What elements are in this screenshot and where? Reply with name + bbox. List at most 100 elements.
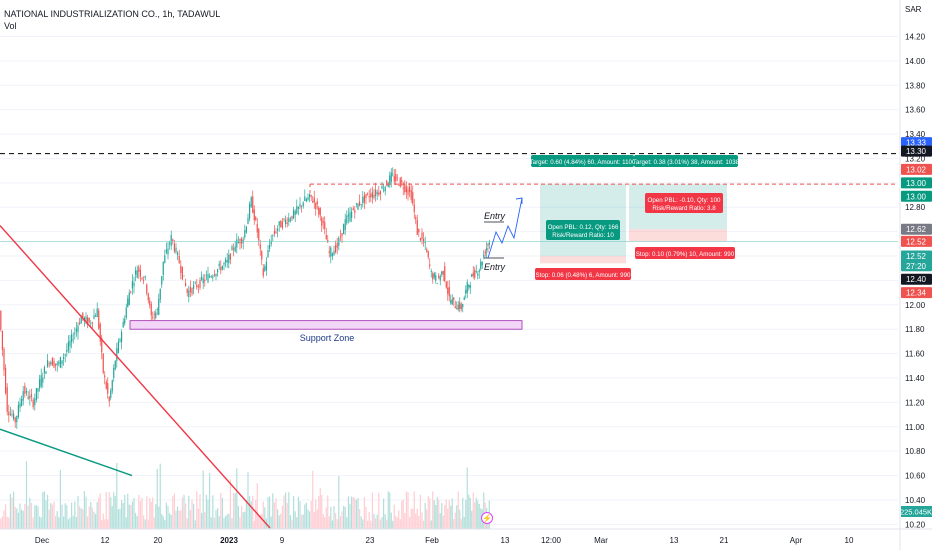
volume-bar bbox=[396, 517, 398, 529]
volume-bar bbox=[58, 517, 60, 529]
x-tick-label: 10 bbox=[845, 536, 854, 545]
price-tag bbox=[901, 223, 932, 235]
volume-bar bbox=[223, 518, 225, 529]
x-tick-label: 23 bbox=[366, 536, 375, 545]
volume-bar bbox=[427, 495, 429, 529]
trade-2-target-bg bbox=[634, 155, 738, 167]
volume-bar bbox=[267, 497, 269, 529]
candle-body bbox=[167, 248, 169, 255]
candle-body bbox=[77, 325, 79, 333]
volume-bar bbox=[333, 506, 335, 529]
y-tick-label: 10.20 bbox=[905, 520, 926, 529]
volume-bar bbox=[156, 468, 158, 529]
volume-bar bbox=[474, 502, 476, 529]
volume-bar bbox=[480, 508, 482, 529]
candle-body bbox=[75, 328, 77, 332]
candle-body bbox=[58, 361, 60, 364]
volume-bar bbox=[424, 502, 426, 529]
candle-body bbox=[404, 183, 406, 193]
candle-body bbox=[341, 233, 343, 237]
candle-body bbox=[365, 194, 367, 198]
candle-body bbox=[324, 222, 326, 229]
volume-bar bbox=[55, 516, 57, 529]
volume-bar bbox=[368, 511, 370, 529]
volume-bar bbox=[413, 491, 415, 529]
volume-bar bbox=[478, 504, 480, 529]
y-tick-label: 10.80 bbox=[905, 447, 926, 456]
volume-bar bbox=[133, 497, 135, 529]
candle-body bbox=[386, 180, 388, 186]
volume-bar bbox=[207, 499, 209, 529]
candle-body bbox=[339, 236, 341, 238]
volume-bar bbox=[199, 494, 201, 529]
candle-body bbox=[256, 223, 258, 233]
volume-bar bbox=[116, 462, 118, 529]
candle-body bbox=[146, 284, 148, 294]
volume-bar bbox=[237, 505, 239, 529]
volume-bar bbox=[117, 509, 119, 529]
candle-body bbox=[471, 274, 473, 277]
volume-bar bbox=[291, 519, 293, 529]
candle-body bbox=[313, 197, 315, 203]
volume-bar bbox=[189, 510, 191, 529]
candle-body bbox=[162, 261, 164, 275]
candle-body bbox=[297, 206, 299, 209]
candle-body bbox=[419, 238, 421, 241]
volume-bar bbox=[37, 506, 39, 529]
volume-bar bbox=[138, 494, 140, 529]
volume-bar bbox=[165, 502, 167, 529]
candle-body bbox=[217, 269, 219, 273]
volume-bar bbox=[183, 494, 185, 529]
candle-body bbox=[410, 190, 412, 200]
volume-bar bbox=[288, 492, 290, 529]
volume-bar bbox=[457, 491, 459, 529]
candle-body bbox=[413, 204, 415, 212]
volume-bar bbox=[196, 491, 198, 529]
trade-1-stop-bg bbox=[535, 268, 631, 280]
candle-body bbox=[338, 238, 340, 246]
candle-body bbox=[484, 251, 486, 254]
candle-body bbox=[487, 244, 489, 246]
candle-body bbox=[456, 308, 458, 310]
volume-bar bbox=[212, 495, 214, 529]
candle-body bbox=[252, 196, 254, 213]
candle-body bbox=[207, 273, 209, 283]
volume-bar bbox=[286, 502, 288, 529]
volume-bar bbox=[351, 496, 353, 529]
candle-body bbox=[147, 293, 149, 301]
volume-bar bbox=[152, 497, 154, 529]
volume-bar bbox=[95, 514, 97, 529]
volume-bar bbox=[6, 516, 8, 529]
price-tag bbox=[901, 163, 932, 175]
candle-body bbox=[209, 276, 211, 278]
candle-body bbox=[359, 201, 361, 206]
volume-bar bbox=[466, 467, 468, 529]
volume-bar bbox=[170, 514, 172, 529]
candle-body bbox=[459, 302, 461, 310]
volume-bar bbox=[113, 492, 115, 529]
volume-bar bbox=[370, 520, 372, 529]
y-tick-label: 13.60 bbox=[905, 106, 926, 115]
y-tick-label: 10.40 bbox=[905, 496, 926, 505]
volume-bar bbox=[153, 517, 155, 529]
candle-body bbox=[136, 270, 138, 278]
trade-2-open-pbl-pbl: Open PBL: -0.10, Qty: 100 bbox=[648, 197, 721, 204]
candle-body bbox=[95, 316, 97, 317]
volume-bar bbox=[88, 506, 90, 529]
volume-bar bbox=[34, 505, 36, 529]
candle-body bbox=[88, 318, 90, 323]
volume-bar bbox=[213, 517, 215, 529]
candle-body bbox=[481, 262, 483, 266]
price-tag bbox=[901, 137, 932, 149]
volume-bar bbox=[191, 499, 193, 529]
volume-bar bbox=[233, 492, 235, 529]
candle-body bbox=[16, 416, 18, 423]
volume-bar bbox=[330, 506, 332, 529]
volume-bar bbox=[79, 506, 81, 529]
candle-body bbox=[330, 247, 332, 257]
x-tick-label: 12:00 bbox=[541, 536, 562, 545]
volume-bar bbox=[327, 495, 329, 529]
candle-body bbox=[278, 221, 280, 226]
candle-body bbox=[98, 310, 100, 329]
